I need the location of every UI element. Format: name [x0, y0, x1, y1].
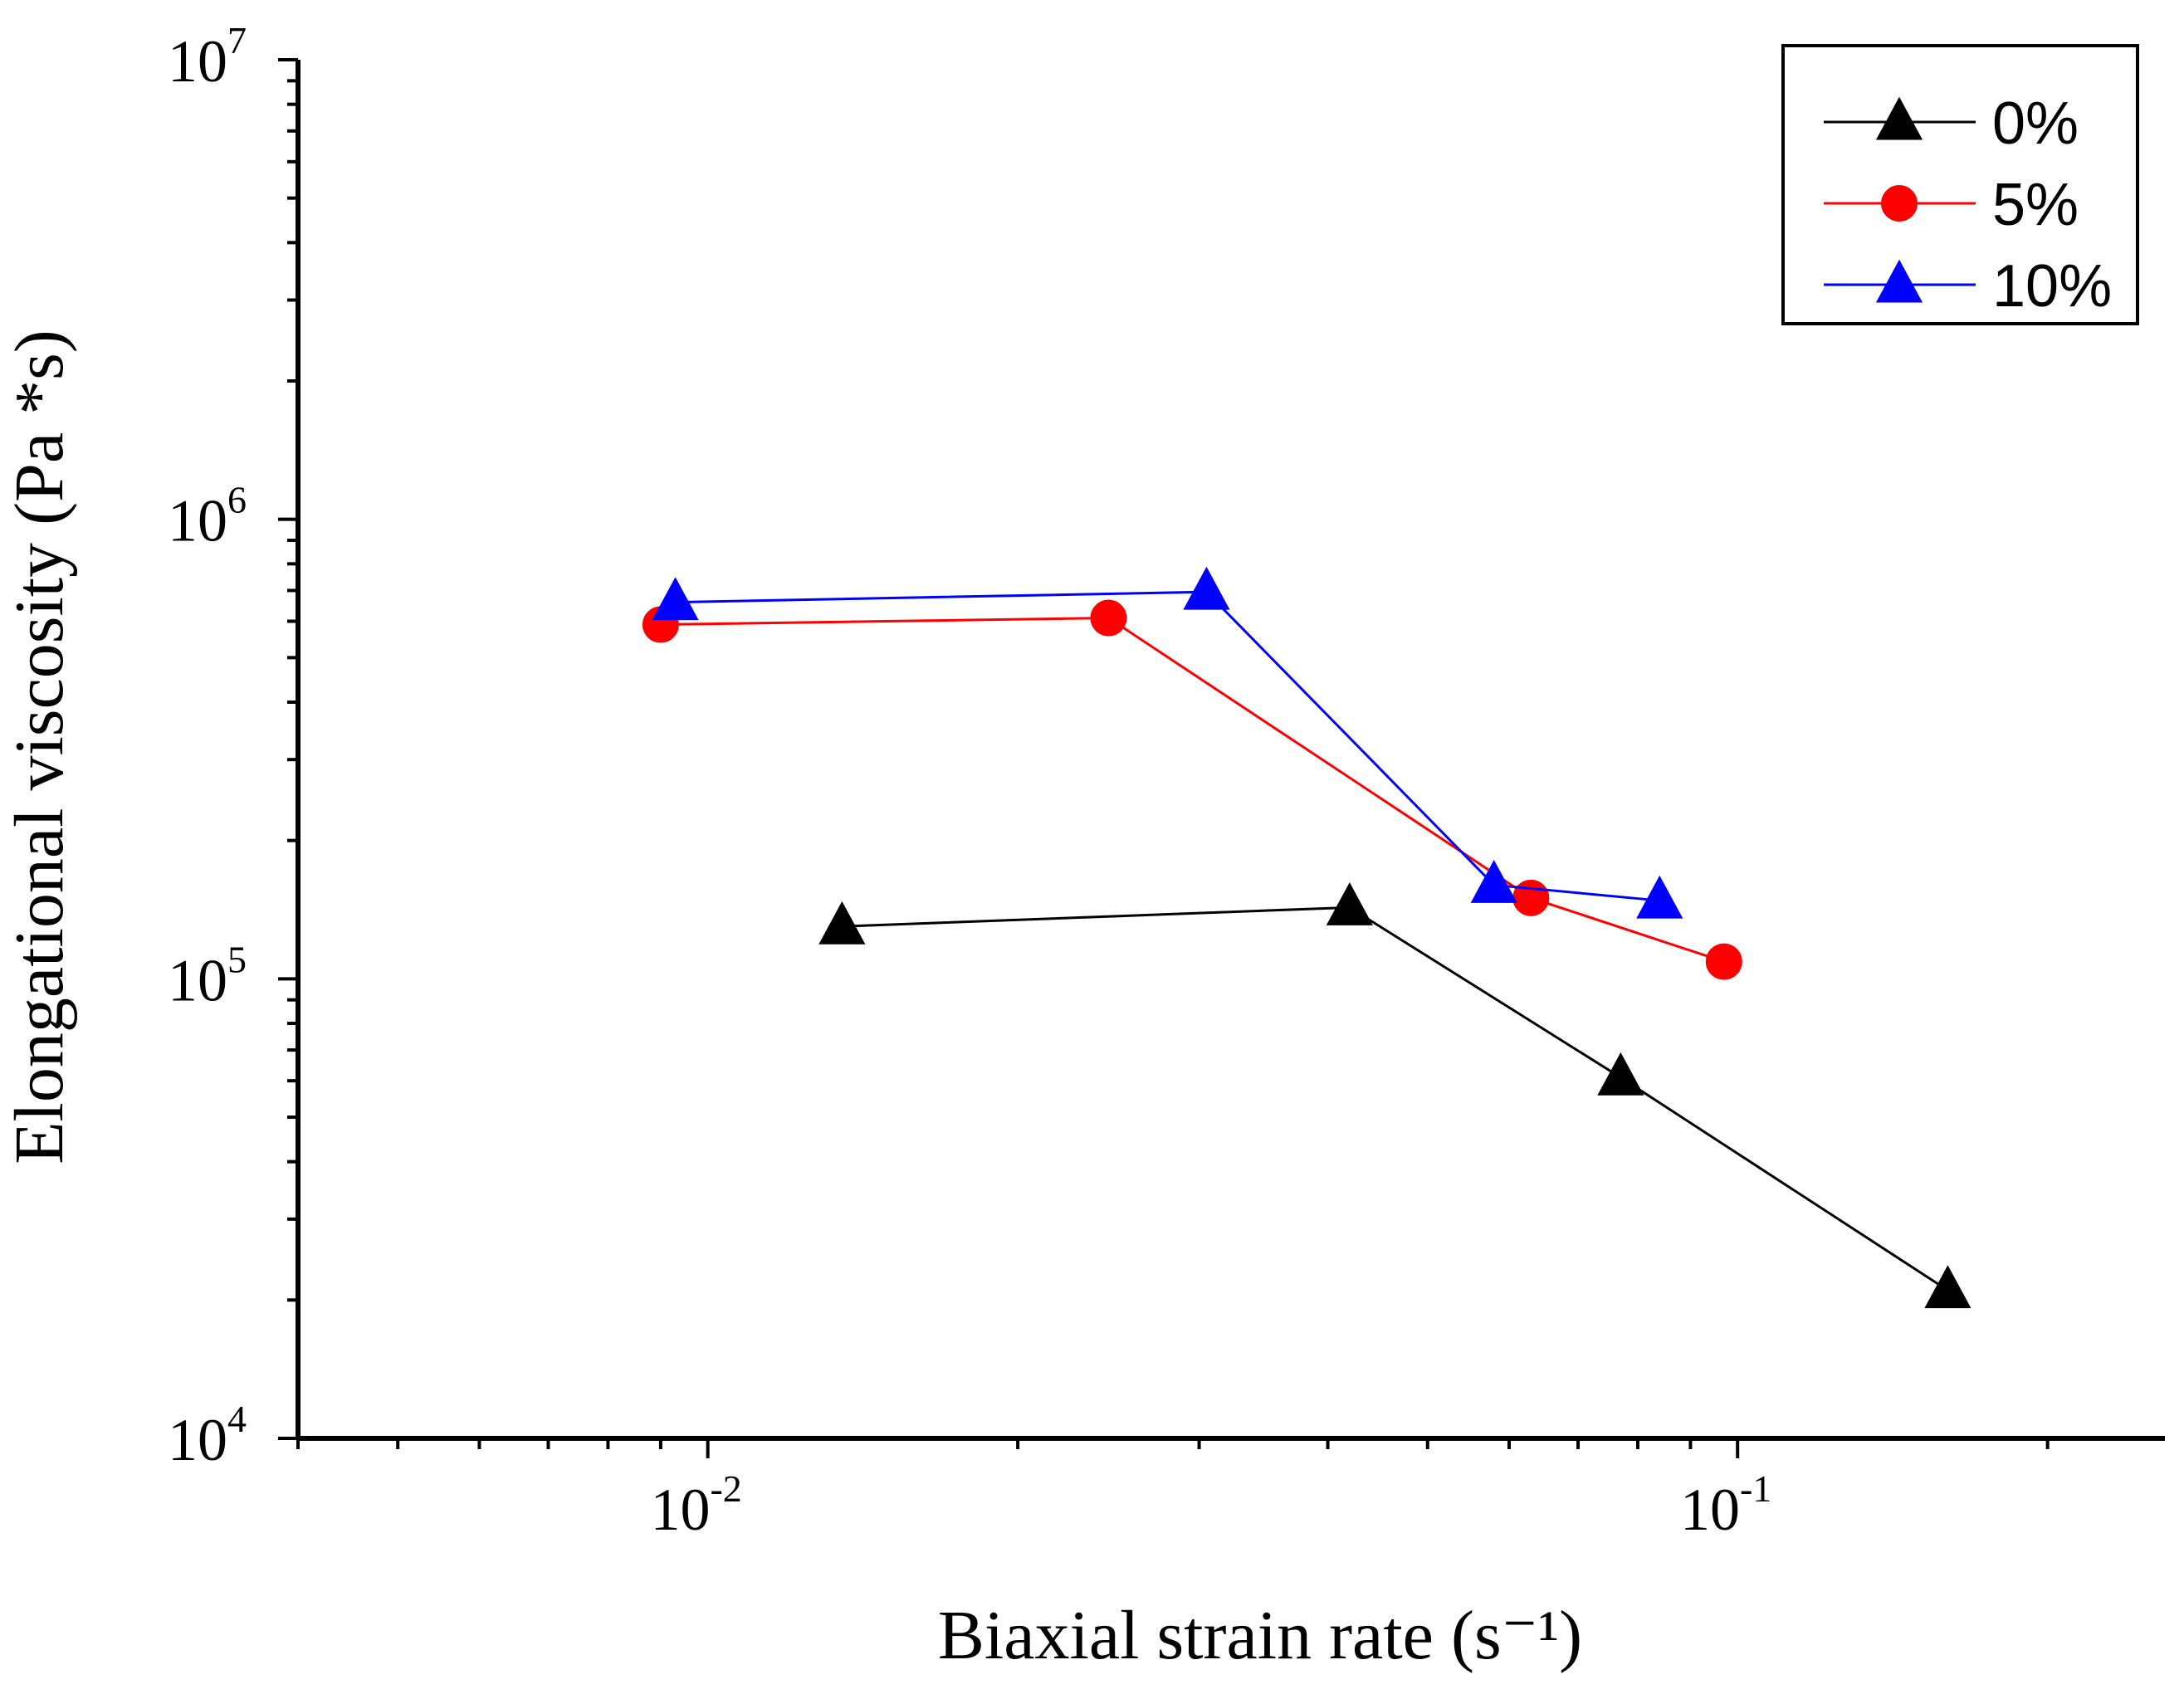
y-tick-exponent: 5 [227, 938, 247, 980]
legend-label: 10% [1992, 253, 2112, 320]
data-point [1183, 566, 1230, 610]
data-point [652, 577, 699, 621]
x-tick-base: 10 [650, 1477, 710, 1543]
data-point [1636, 875, 1683, 919]
legend-box [1781, 44, 2139, 325]
y-tick-label: 107 [168, 19, 247, 95]
series-line [842, 906, 1949, 1291]
y-tick-base: 10 [168, 947, 227, 1013]
y-tick-exponent: 4 [227, 1398, 247, 1440]
y-axis-title: Elongational viscosity (Pa *s) [1, 330, 78, 1164]
series-line [675, 590, 1660, 902]
data-point [1512, 879, 1550, 916]
x-tick-exponent: -2 [710, 1467, 741, 1510]
y-tick-exponent: 7 [227, 19, 247, 61]
data-point [1326, 881, 1373, 925]
y-tick-label: 104 [168, 1398, 247, 1473]
series-layer [642, 566, 1971, 1309]
series-2 [642, 599, 1742, 980]
data-point [1470, 859, 1517, 903]
y-tick-label: 106 [168, 479, 247, 554]
y-tick-exponent: 6 [227, 479, 247, 521]
x-tick-base: 10 [1680, 1477, 1740, 1543]
x-tick-exponent: -1 [1740, 1467, 1771, 1510]
data-point [1924, 1265, 1971, 1309]
series-3 [652, 566, 1683, 919]
series-1 [818, 881, 1971, 1309]
legend: 0% 5% 10% [1781, 44, 2139, 325]
legend-label: 0% [1992, 90, 2079, 157]
data-point [1597, 1052, 1644, 1096]
y-tick-base: 10 [168, 28, 227, 95]
y-tick-base: 10 [168, 488, 227, 554]
x-tick-label: 10-2 [650, 1467, 741, 1543]
x-tick-label: 10-1 [1680, 1467, 1771, 1543]
legend-marker [1881, 185, 1918, 222]
legend-label: 5% [1992, 172, 2079, 238]
data-point [1090, 599, 1127, 637]
data-point [1705, 943, 1742, 980]
x-axis-title: Biaxial strain rate (s⁻¹) [938, 1597, 1582, 1674]
legend-marker [1875, 96, 1923, 140]
legend-entry-3: 10% [1824, 253, 2112, 320]
legend-entry-2: 5% [1824, 172, 2079, 238]
data-point [818, 901, 866, 945]
series-line [660, 617, 1725, 964]
y-tick-base: 10 [168, 1407, 227, 1473]
legend-marker [1875, 259, 1923, 303]
legend-entry-1: 0% [1824, 90, 2079, 157]
y-tick-label: 105 [168, 938, 247, 1013]
